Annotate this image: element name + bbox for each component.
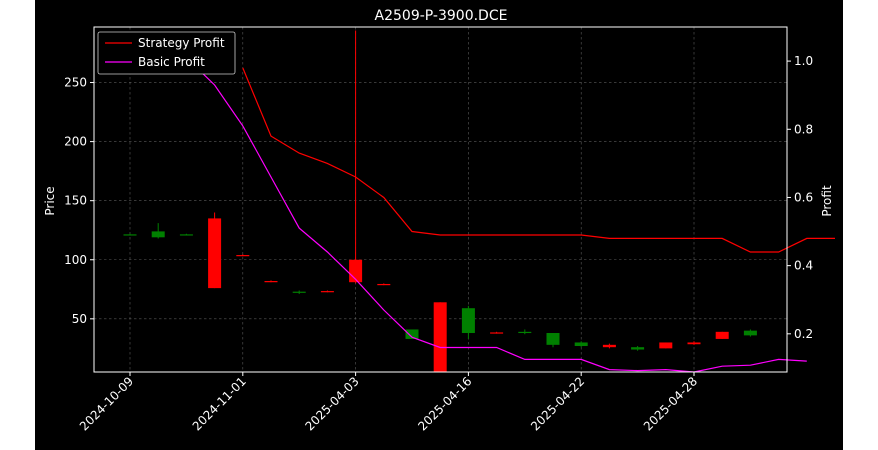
y-tick-label-left: 200 bbox=[64, 135, 87, 149]
chart-title: A2509-P-3900.DCE bbox=[375, 8, 508, 24]
candle-body bbox=[715, 331, 729, 339]
y-tick-label-left: 100 bbox=[64, 253, 87, 267]
profit-lines bbox=[129, 40, 835, 373]
candle-body bbox=[546, 333, 560, 345]
y-tick-label-right: 1.0 bbox=[794, 54, 813, 68]
legend-label-strategy: Strategy Profit bbox=[138, 36, 225, 50]
y-axis-label-right: Profit bbox=[820, 185, 834, 217]
plot-frame bbox=[93, 26, 788, 373]
candle-body bbox=[659, 342, 673, 349]
chart-svg: A2509-P-3900.DCE Price Profit 50 100 150 20… bbox=[43, 8, 835, 433]
candle-body bbox=[320, 291, 334, 293]
y-tick-label-left: 150 bbox=[64, 194, 87, 208]
y-tick-label-left: 50 bbox=[72, 312, 87, 326]
candle-body bbox=[433, 302, 447, 372]
candle-body bbox=[490, 332, 504, 334]
x-tick-label: 2025-04-28 bbox=[641, 374, 700, 433]
x-tick-label: 2025-04-03 bbox=[303, 374, 362, 433]
candle-body bbox=[743, 330, 757, 336]
x-tick-label: 2024-10-09 bbox=[77, 374, 136, 433]
y-tick-label-right: 0.6 bbox=[794, 190, 813, 204]
candle-body bbox=[461, 308, 475, 334]
candle-body bbox=[377, 283, 391, 286]
x-tick-label: 2024-11-01 bbox=[190, 374, 249, 433]
candlestick-series bbox=[123, 30, 757, 372]
x-tick-label: 2025-04-16 bbox=[415, 374, 474, 433]
y-tick-label-right: 0.8 bbox=[794, 122, 813, 136]
candle-body bbox=[179, 234, 193, 236]
candle-body bbox=[574, 342, 588, 347]
axes: 50 100 150 200 250 0.2 0.4 0.6 0.8 1.0 2024-10-09 2… bbox=[64, 26, 813, 433]
candle-body bbox=[518, 331, 532, 334]
candle-body bbox=[405, 329, 419, 339]
y-tick-label-right: 0.2 bbox=[794, 327, 813, 341]
x-tick-label: 2025-04-22 bbox=[528, 374, 587, 433]
candle-body bbox=[687, 342, 701, 345]
legend-label-basic: Basic Profit bbox=[138, 55, 205, 69]
candle-body bbox=[208, 218, 222, 289]
y-tick-label-left: 250 bbox=[64, 76, 87, 90]
candle-body bbox=[631, 347, 645, 350]
chart-figure: A2509-P-3900.DCE Price Profit 50 100 150 20… bbox=[35, 0, 843, 450]
legend: Strategy Profit Basic Profit bbox=[97, 31, 236, 75]
candle-body bbox=[292, 291, 306, 293]
y-axis-label-left: Price bbox=[43, 186, 57, 215]
candle-body bbox=[236, 255, 250, 257]
y-tick-label-right: 0.4 bbox=[794, 259, 813, 273]
legend-frame bbox=[97, 31, 236, 75]
strategy-profit-line bbox=[242, 67, 835, 253]
candle-body bbox=[602, 344, 616, 348]
candle-body bbox=[151, 231, 165, 238]
candle-body bbox=[123, 234, 137, 236]
candle-body bbox=[264, 281, 278, 283]
